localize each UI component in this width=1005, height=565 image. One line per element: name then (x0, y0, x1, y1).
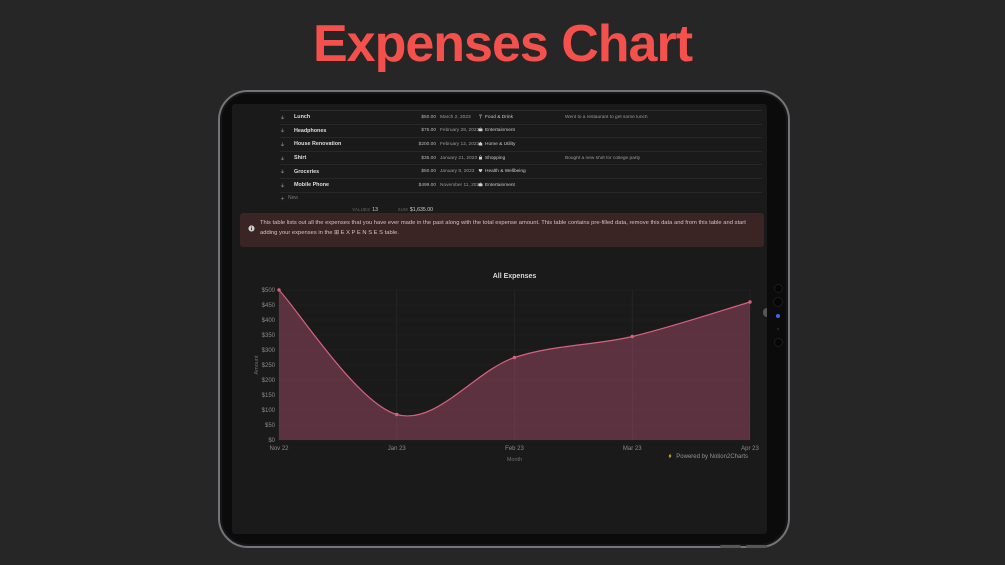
svg-text:$350: $350 (262, 333, 276, 339)
expense-amount-cell: $499.00 (418, 182, 436, 188)
svg-text:$450: $450 (262, 303, 276, 309)
speaker-slot (746, 545, 767, 548)
expense-amount-cell: $50.00 (421, 169, 436, 175)
new-row-label: New (288, 195, 299, 202)
svg-text:$150: $150 (262, 393, 276, 399)
tablet-screen: Lunch $50.00 March 2, 2023 Food & Drink Went… (232, 104, 767, 534)
down-arrow-icon[interactable] (280, 115, 290, 120)
svg-text:Apr 23: Apr 23 (741, 446, 759, 452)
svg-text:Nov 22: Nov 22 (269, 446, 289, 452)
expense-date-cell: March 2, 2023 (440, 114, 471, 120)
hand-heart-icon (478, 168, 483, 175)
table-row[interactable]: House Renovation $200.00 February 12, 2023… (280, 138, 762, 152)
svg-text:Amount: Amount (254, 355, 260, 374)
svg-text:$100: $100 (262, 408, 276, 414)
expense-category-cell: Entertainment (478, 182, 561, 189)
svg-text:$300: $300 (262, 348, 276, 354)
camera-mic-icon (777, 328, 779, 330)
expense-note-cell: Bought a new shirt for college party (565, 155, 641, 161)
new-row-button[interactable]: New (280, 193, 762, 204)
camera-sensor-icon (776, 314, 780, 318)
down-arrow-icon[interactable] (280, 169, 290, 174)
expense-name-cell: Lunch (294, 114, 311, 121)
expense-name-cell: Mobile Phone (294, 182, 330, 189)
expense-date-cell: January 21, 2023 (440, 155, 478, 161)
expense-name-cell: Headphones (294, 127, 327, 134)
powered-by-label: Powered by Notion2Charts (676, 454, 748, 460)
expense-category-cell: Shopping (478, 155, 561, 162)
table-row[interactable]: Headphones $75.00 February 28, 2023 Enterta… (280, 125, 762, 139)
expense-date-cell: November 11, 2022 (440, 182, 482, 188)
sum-label: SUM (397, 206, 408, 212)
expense-amount-cell: $35.00 (421, 155, 436, 161)
page-title: Expenses Chart (312, 15, 693, 73)
expense-name-cell: Groceries (294, 168, 320, 175)
chart-title: All Expenses (492, 273, 537, 280)
svg-text:$500: $500 (262, 288, 276, 294)
count-value: 13 (372, 206, 378, 213)
expense-category-cell: Food & Drink (478, 114, 561, 121)
expense-table-rows: Lunch $50.00 March 2, 2023 Food & Drink Went… (280, 111, 762, 193)
table-row[interactable]: Mobile Phone $499.00 November 11, 2022 Ente… (280, 179, 762, 193)
house-icon (478, 141, 483, 148)
expense-category-cell: Entertainment (478, 127, 561, 134)
plus-icon (280, 196, 285, 201)
fork-icon (478, 114, 483, 121)
info-icon (248, 219, 255, 237)
side-handle (763, 308, 767, 317)
down-arrow-icon[interactable] (280, 156, 290, 161)
svg-text:$0: $0 (268, 438, 275, 444)
expense-table: Lunch $50.00 March 2, 2023 Food & Drink Went… (280, 110, 762, 217)
svg-text:Mar 23: Mar 23 (623, 446, 642, 452)
expense-category-cell: Home & Utility (478, 141, 561, 148)
bolt-icon (667, 453, 673, 461)
down-arrow-icon[interactable] (280, 142, 290, 147)
down-arrow-icon[interactable] (280, 128, 290, 133)
tablet-frame: Lunch $50.00 March 2, 2023 Food & Drink Went… (218, 90, 790, 548)
sum-value: $1,635.00 (409, 206, 433, 213)
expense-amount-cell: $50.00 (421, 114, 436, 120)
svg-text:$400: $400 (262, 318, 276, 324)
expense-amount-cell: $75.00 (421, 128, 436, 134)
svg-text:$200: $200 (262, 378, 276, 384)
table-row[interactable]: Groceries $50.00 January 8, 2023 Health & W… (280, 165, 762, 179)
down-arrow-icon[interactable] (280, 183, 290, 188)
expense-name-cell: House Renovation (294, 141, 342, 148)
count-label: VALUES (352, 206, 371, 212)
svg-text:Month: Month (507, 457, 522, 462)
count-aggregate[interactable]: VALUES 13 (352, 207, 378, 213)
expenses-area-chart: $0 $50 $100 $150 $200 $250 $300 $350 $400 $450 $50… (254, 288, 759, 462)
expense-category-cell: Health & Wellbeing (478, 168, 561, 175)
info-callout: This table lists out all the expenses th… (240, 213, 764, 247)
expense-name-cell: Shirt (294, 155, 307, 162)
expense-date-cell: February 28, 2023 (440, 128, 480, 134)
tv-icon (478, 127, 483, 134)
svg-text:$50: $50 (265, 423, 276, 429)
camera-lens-icon (774, 284, 783, 293)
svg-text:$250: $250 (262, 363, 276, 369)
expense-amount-cell: $200.00 (418, 141, 436, 147)
sum-aggregate[interactable]: SUM $1,635.00 (398, 207, 433, 213)
callout-text: This table lists out all the expenses th… (260, 220, 746, 236)
tv-icon (478, 182, 483, 189)
shopping-bag-icon (478, 155, 483, 162)
svg-text:Jan 23: Jan 23 (388, 446, 407, 452)
speaker-slot (720, 545, 741, 548)
table-row[interactable]: Shirt $35.00 January 21, 2023 Shopping Bough… (280, 152, 762, 166)
powered-by-link[interactable]: Powered by Notion2Charts (667, 453, 748, 461)
table-aggregates: VALUES 13 SUM $1,635.00 (280, 204, 762, 217)
expense-date-cell: January 8, 2023 (440, 169, 475, 175)
camera-lens-icon (774, 338, 783, 347)
expense-date-cell: February 12, 2023 (440, 141, 480, 147)
camera-lens-icon (773, 297, 783, 307)
svg-text:Feb 23: Feb 23 (505, 446, 524, 452)
expense-note-cell: Went to a restaurant to get some lunch (565, 114, 648, 120)
table-row[interactable]: Lunch $50.00 March 2, 2023 Food & Drink Went… (280, 111, 762, 125)
